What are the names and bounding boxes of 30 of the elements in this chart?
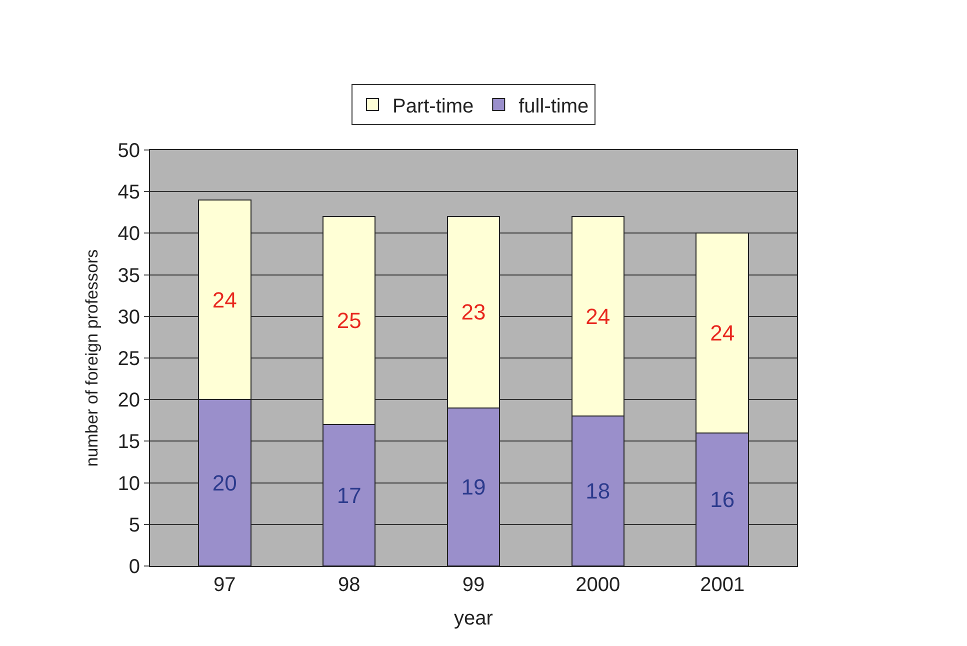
y-tick-label: 40	[118, 223, 140, 246]
x-tick-label: 98	[338, 574, 360, 596]
legend-label: full-time	[518, 95, 589, 118]
y-tick-label: 5	[128, 514, 140, 536]
data-label: 23	[461, 300, 486, 325]
y-tick-label: 25	[118, 348, 140, 370]
data-label: 16	[710, 486, 735, 512]
y-tick-label: 45	[118, 182, 140, 204]
x-tick-label: 99	[462, 574, 485, 596]
x-tick-label: 2000	[576, 574, 620, 596]
y-tick-label: 30	[118, 306, 140, 328]
data-label: 25	[336, 308, 362, 334]
data-label: 24	[212, 287, 237, 312]
data-label: 18	[586, 478, 610, 504]
y-tick-label: 35	[118, 264, 140, 287]
y-tick-label: 15	[118, 431, 140, 454]
y-tick-label: 10	[118, 472, 140, 495]
x-axis-title: year	[454, 608, 494, 630]
data-label: 20	[212, 470, 237, 496]
y-tick-label: 0	[128, 556, 140, 578]
data-label: 24	[710, 320, 735, 346]
x-tick-label: 2001	[700, 574, 745, 596]
legend-label: Part-time	[392, 95, 474, 118]
data-label: 17	[336, 482, 362, 508]
y-tick-label: 50	[118, 140, 140, 162]
x-tick-label: 97	[214, 574, 236, 596]
data-label: 24	[586, 304, 610, 329]
y-tick-label: 20	[118, 390, 140, 412]
y-axis-title: number of foreign professors	[82, 249, 102, 467]
data-label: 19	[461, 474, 486, 500]
